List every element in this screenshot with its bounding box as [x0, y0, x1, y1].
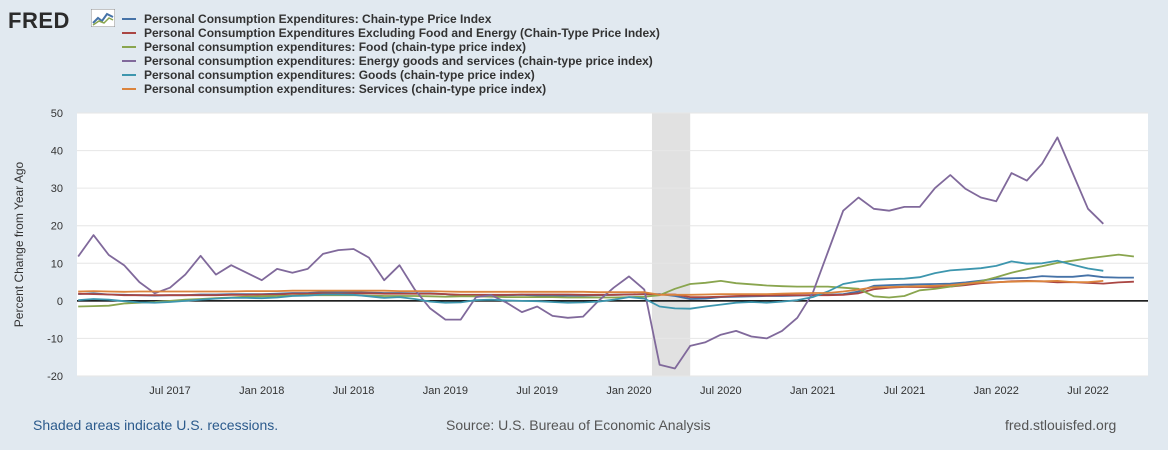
recession-note: Shaded areas indicate U.S. recessions.	[33, 417, 279, 433]
fred-logo[interactable]: FRED	[8, 8, 70, 33]
series-line-4	[77, 136, 1104, 370]
x-tick-label: Jul 2021	[884, 385, 926, 397]
legend-label: Personal Consumption Expenditures Exclud…	[144, 26, 660, 40]
chart-legend: Personal Consumption Expenditures: Chain…	[122, 12, 660, 96]
series-line-6	[78, 279, 1104, 296]
legend-swatch	[122, 32, 136, 34]
legend-swatch	[122, 18, 136, 20]
legend-label: Personal Consumption Expenditures: Chain…	[144, 12, 492, 26]
y-tick-label: 50	[51, 108, 63, 120]
legend-label: Personal consumption expenditures: Food …	[144, 40, 527, 54]
legend-swatch	[122, 60, 136, 62]
x-tick-label: Jul 2022	[1067, 385, 1109, 397]
y-tick-label: 40	[51, 146, 63, 158]
x-tick-label: Jan 2019	[423, 385, 468, 397]
y-tick-label: 20	[51, 221, 63, 233]
legend-label: Personal consumption expenditures: Energ…	[144, 54, 653, 68]
legend-swatch	[122, 88, 136, 90]
y-tick-label: 30	[51, 183, 63, 195]
legend-item[interactable]: Personal consumption expenditures: Goods…	[122, 68, 660, 82]
plot-background	[77, 113, 1148, 376]
x-tick-label: Jul 2019	[516, 385, 558, 397]
legend-swatch	[122, 74, 136, 76]
legend-item[interactable]: Personal consumption expenditures: Servi…	[122, 82, 660, 96]
x-tick-label: Jan 2018	[239, 385, 284, 397]
fred-chart-logo-icon	[91, 9, 115, 27]
legend-swatch	[122, 46, 136, 48]
series-line-5	[78, 259, 1104, 310]
site-link[interactable]: fred.stlouisfed.org	[1005, 417, 1117, 433]
x-tick-label: Jan 2020	[606, 385, 651, 397]
x-tick-label: Jul 2018	[333, 385, 375, 397]
y-tick-label: -10	[47, 333, 63, 345]
legend-label: Personal consumption expenditures: Servi…	[144, 82, 547, 96]
legend-item[interactable]: Personal consumption expenditures: Food …	[122, 40, 660, 54]
legend-item[interactable]: Personal Consumption Expenditures: Chain…	[122, 12, 660, 26]
chart-plot: 50 40 30 20 10 0 -10 -20 Jul 2017 Jan 2018 Jul 201…	[12, 108, 1148, 397]
source-note: Source: U.S. Bureau of Economic Analysis	[446, 417, 711, 433]
legend-item[interactable]: Personal consumption expenditures: Energ…	[122, 54, 660, 68]
series-line-3	[78, 253, 1135, 308]
x-tick-label: Jul 2020	[700, 385, 742, 397]
x-tick-label: Jan 2022	[974, 385, 1019, 397]
legend-label: Personal consumption expenditures: Goods…	[144, 68, 535, 82]
x-tick-label: Jul 2017	[149, 385, 191, 397]
recession-shade	[651, 113, 691, 376]
y-axis-title: Percent Change from Year Ago	[12, 161, 26, 327]
y-tick-label: -20	[47, 371, 63, 383]
y-tick-label: 10	[51, 258, 63, 270]
x-tick-label: Jan 2021	[790, 385, 835, 397]
y-tick-label: 0	[57, 296, 63, 308]
legend-item[interactable]: Personal Consumption Expenditures Exclud…	[122, 26, 660, 40]
